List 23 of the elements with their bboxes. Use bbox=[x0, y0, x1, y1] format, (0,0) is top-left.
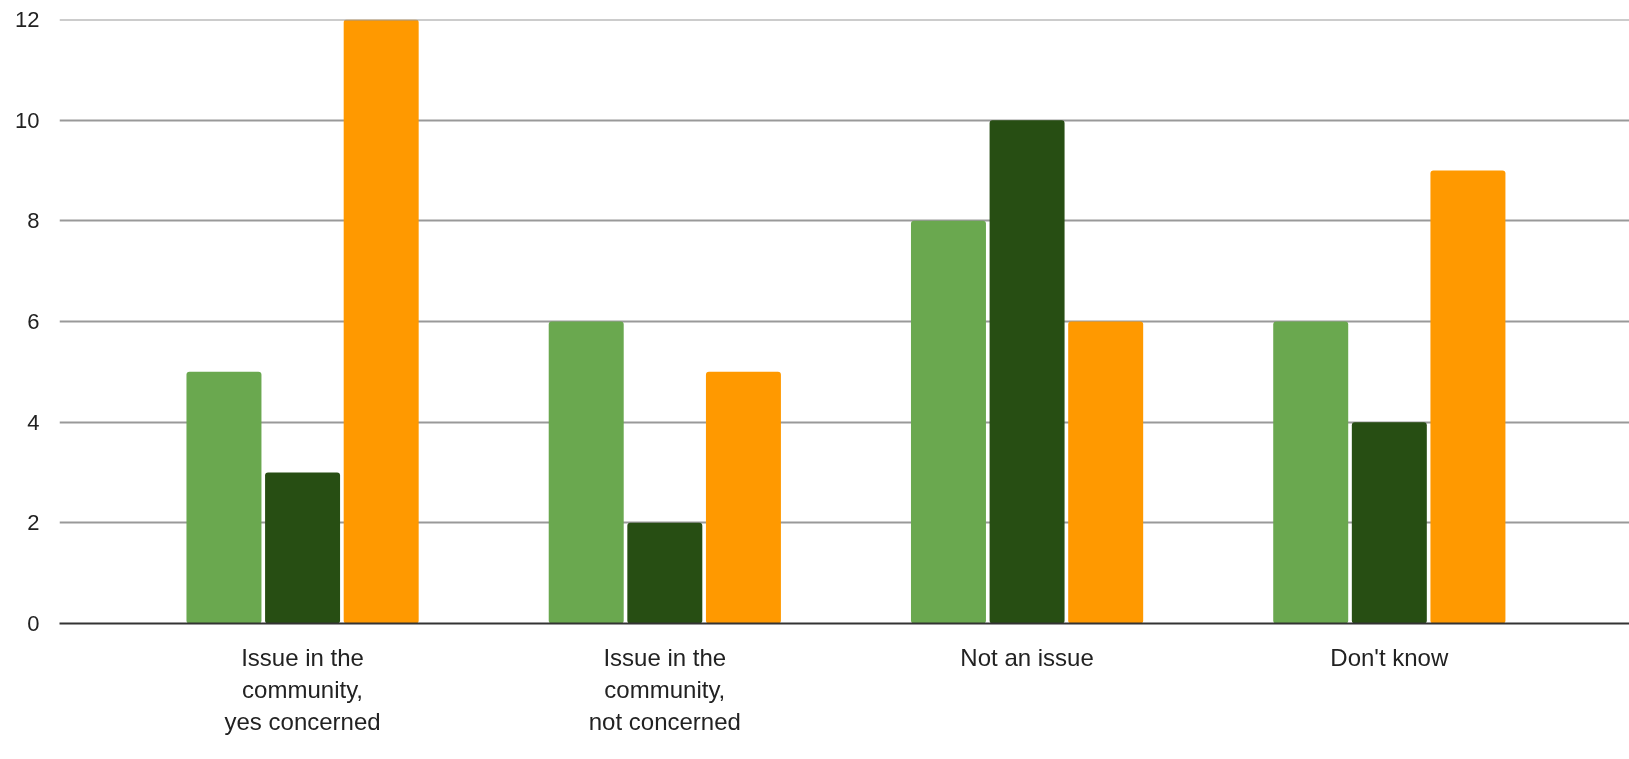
bar bbox=[989, 120, 1065, 624]
bar bbox=[265, 472, 341, 624]
bar bbox=[705, 371, 781, 624]
y-tick-label: 8 bbox=[27, 208, 40, 234]
y-tick-label: 10 bbox=[15, 107, 40, 133]
bar bbox=[1430, 170, 1506, 624]
x-tick-label: Issue in the community, not concerned bbox=[588, 643, 741, 736]
bar bbox=[1068, 321, 1144, 624]
bar bbox=[627, 522, 703, 624]
x-tick-label: Issue in the community, yes concerned bbox=[224, 643, 381, 736]
bar bbox=[1351, 422, 1427, 624]
y-tick-label: 6 bbox=[27, 309, 40, 334]
y-tick-label: 0 bbox=[27, 611, 40, 636]
x-tick-label: Don't know bbox=[1330, 643, 1449, 671]
bar bbox=[1273, 321, 1349, 624]
y-tick-label: 4 bbox=[27, 409, 40, 435]
y-tick-label: 12 bbox=[15, 7, 40, 32]
y-tick-label: 2 bbox=[27, 510, 40, 536]
bar bbox=[548, 321, 624, 624]
bar bbox=[343, 19, 419, 624]
bar bbox=[910, 220, 986, 624]
bar bbox=[186, 371, 262, 624]
x-tick-label: Not an issue bbox=[960, 643, 1094, 671]
